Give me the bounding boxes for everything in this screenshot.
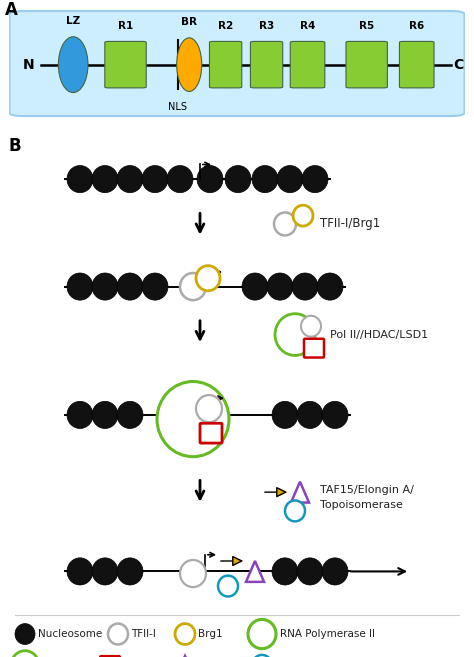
FancyBboxPatch shape [346, 41, 387, 88]
Circle shape [297, 401, 323, 428]
Text: Pol II//HDAC/LSD1: Pol II//HDAC/LSD1 [330, 330, 428, 340]
FancyBboxPatch shape [9, 11, 465, 116]
Circle shape [252, 166, 278, 193]
Circle shape [252, 655, 272, 657]
Text: Topoisomerase: Topoisomerase [320, 500, 403, 510]
Text: TFII-I/Brg1: TFII-I/Brg1 [320, 217, 380, 231]
Circle shape [267, 273, 293, 300]
Text: A: A [5, 1, 18, 19]
Circle shape [196, 395, 222, 422]
Circle shape [272, 558, 298, 585]
Text: TFII-I: TFII-I [131, 629, 156, 639]
Text: R4: R4 [300, 21, 315, 31]
Circle shape [274, 212, 296, 235]
Circle shape [225, 166, 251, 193]
Circle shape [92, 558, 118, 585]
Text: R3: R3 [259, 21, 274, 31]
Circle shape [67, 558, 93, 585]
Text: B: B [8, 137, 21, 155]
Circle shape [117, 166, 143, 193]
Circle shape [218, 576, 238, 597]
Text: N: N [23, 58, 35, 72]
Circle shape [293, 205, 313, 226]
Circle shape [180, 560, 206, 587]
Circle shape [322, 401, 348, 428]
Circle shape [157, 382, 229, 457]
FancyBboxPatch shape [210, 41, 242, 88]
Circle shape [272, 401, 298, 428]
Polygon shape [246, 561, 264, 582]
FancyBboxPatch shape [105, 41, 146, 88]
Circle shape [277, 166, 303, 193]
Circle shape [242, 273, 268, 300]
Text: Nucleosome: Nucleosome [38, 629, 102, 639]
Circle shape [117, 558, 143, 585]
Text: LZ: LZ [66, 16, 80, 26]
Circle shape [248, 620, 276, 648]
Text: NLS: NLS [168, 102, 187, 112]
Circle shape [301, 316, 321, 336]
FancyBboxPatch shape [250, 41, 283, 88]
FancyBboxPatch shape [100, 656, 120, 657]
Circle shape [142, 273, 168, 300]
Circle shape [175, 623, 195, 645]
Circle shape [108, 623, 128, 645]
Circle shape [322, 558, 348, 585]
Polygon shape [176, 656, 194, 657]
Circle shape [196, 265, 220, 291]
Circle shape [67, 166, 93, 193]
Circle shape [197, 166, 223, 193]
Circle shape [67, 273, 93, 300]
FancyBboxPatch shape [200, 423, 222, 443]
Circle shape [285, 501, 305, 522]
Text: R2: R2 [218, 21, 233, 31]
Circle shape [11, 650, 39, 657]
Circle shape [15, 623, 35, 645]
FancyBboxPatch shape [304, 339, 324, 357]
Circle shape [92, 401, 118, 428]
Circle shape [92, 166, 118, 193]
Text: Brg1: Brg1 [198, 629, 223, 639]
Circle shape [117, 273, 143, 300]
Text: R5: R5 [359, 21, 374, 31]
FancyBboxPatch shape [400, 41, 434, 88]
FancyBboxPatch shape [290, 41, 325, 88]
Circle shape [67, 401, 93, 428]
Circle shape [142, 166, 168, 193]
Polygon shape [291, 482, 309, 503]
Circle shape [275, 313, 315, 355]
Text: BR: BR [181, 16, 197, 27]
Ellipse shape [177, 38, 202, 91]
Circle shape [297, 558, 323, 585]
Circle shape [167, 166, 193, 193]
Circle shape [292, 273, 318, 300]
Circle shape [92, 273, 118, 300]
Circle shape [317, 273, 343, 300]
Text: RNA Polymerase II: RNA Polymerase II [280, 629, 375, 639]
Circle shape [302, 166, 328, 193]
Circle shape [180, 273, 206, 300]
Text: C: C [453, 58, 464, 72]
Text: R6: R6 [409, 21, 424, 31]
Ellipse shape [58, 37, 88, 93]
Circle shape [117, 401, 143, 428]
Text: R1: R1 [118, 21, 133, 31]
Text: TAF15/Elongin A/: TAF15/Elongin A/ [320, 485, 414, 495]
